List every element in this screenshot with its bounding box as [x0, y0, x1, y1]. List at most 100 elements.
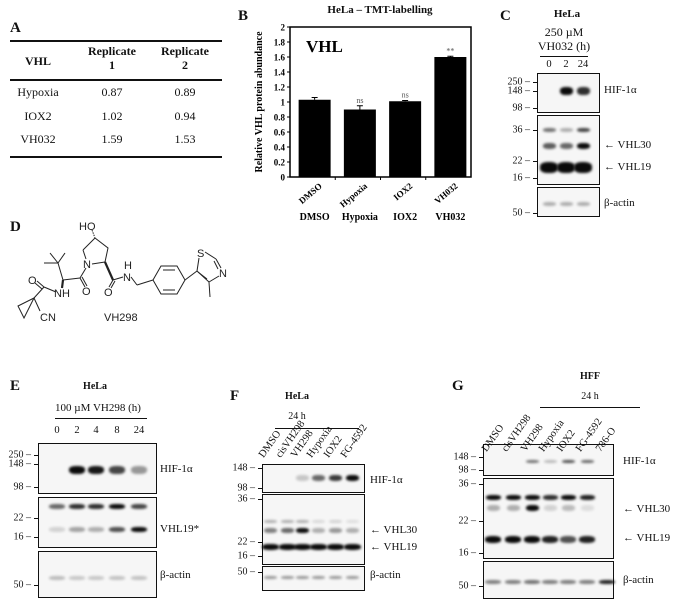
band-vhl30 — [311, 527, 325, 533]
band-actin — [88, 576, 104, 580]
panel-b-letter: B — [238, 8, 249, 24]
band-actin — [542, 580, 558, 584]
band-vhl30 — [543, 505, 557, 511]
band-actin — [599, 580, 615, 584]
band-upper — [505, 494, 521, 500]
band-actin — [542, 202, 556, 206]
band-upper — [559, 128, 573, 132]
band-vhl30 — [263, 527, 277, 533]
panel-f-time: 24 h — [288, 411, 306, 422]
target-label: ← VHL30 — [604, 139, 652, 151]
chart-title: HeLa – TMT-labelling — [327, 4, 433, 16]
target-label: β-actin — [160, 569, 191, 581]
mw-tick — [533, 161, 537, 162]
band-vhl19 — [49, 526, 65, 532]
band-actin — [524, 580, 540, 584]
x-tick-label: IOX2 — [392, 181, 415, 203]
table-row-label: VH032 — [20, 132, 56, 146]
table-header-cell: 2 — [182, 58, 188, 72]
band-vhl30 — [542, 143, 556, 149]
atom-ho: HO — [79, 221, 96, 233]
y-tick-label: 0.4 — [274, 143, 286, 153]
panel-e-treatment: 100 µM VH298 (h) — [55, 402, 141, 414]
mw-tick — [34, 464, 38, 465]
band-hif — [88, 466, 104, 474]
table-header-rule — [10, 79, 222, 81]
band-hif — [559, 87, 573, 95]
band-vhl19 — [542, 535, 558, 543]
atom-n: N — [219, 268, 227, 280]
lane-label: 0 — [546, 59, 552, 70]
panel-c-letter: C — [500, 8, 511, 24]
band-actin — [109, 576, 125, 580]
mw-marker: 98 – — [458, 464, 477, 476]
y-tick-label: 1.6 — [274, 53, 286, 63]
table-bottom-rule — [10, 156, 222, 158]
band-vhl19 — [88, 526, 104, 532]
mw-tick — [533, 82, 537, 83]
band-hif — [525, 459, 539, 463]
mw-tick — [34, 585, 38, 586]
mw-tick — [479, 586, 483, 587]
band-upper — [131, 503, 147, 509]
treatment-underline — [55, 418, 147, 419]
atom-s: S — [197, 248, 204, 260]
mw-marker: 50 – — [512, 207, 531, 219]
mw-marker: 148 – — [8, 458, 32, 470]
mw-marker: 50 – — [13, 579, 32, 591]
panel-g-time: 24 h — [581, 391, 599, 402]
mw-marker: 36 – — [512, 124, 531, 136]
band-upper — [49, 503, 65, 509]
blot-membrane — [537, 115, 600, 185]
band-hif — [345, 475, 359, 481]
mw-tick — [258, 556, 262, 557]
target-label: β-actin — [370, 569, 401, 581]
mw-marker: 50 – — [458, 580, 477, 592]
mw-marker: 16 – — [512, 172, 531, 184]
table-cell-value: 1.02 — [101, 108, 123, 123]
treatment-underline — [275, 428, 359, 429]
mw-tick — [479, 521, 483, 522]
band-actin — [263, 575, 277, 579]
band-vhl19 — [326, 544, 344, 550]
band-upper — [88, 503, 104, 509]
panel-c-cell-line: HeLa — [553, 8, 581, 20]
y-tick-label: 0.2 — [274, 158, 286, 168]
band-vhl19 — [560, 535, 576, 543]
lane-label: 4 — [93, 425, 99, 436]
band-hif — [561, 459, 575, 463]
panel-e-letter: E — [10, 378, 21, 394]
lane-label: 24 — [577, 59, 589, 70]
mw-marker: 16 – — [237, 550, 256, 562]
band-actin — [485, 580, 501, 584]
mw-marker: 36 – — [237, 493, 256, 505]
y-axis-label: Relative VHL protein abundance — [254, 31, 265, 173]
band-vhl19 — [485, 535, 501, 543]
band-actin — [505, 580, 521, 584]
mw-tick — [479, 470, 483, 471]
band-upper — [485, 494, 501, 500]
band-hif — [576, 87, 590, 95]
mw-marker: 98 – — [237, 482, 256, 494]
band-hif — [69, 466, 85, 474]
band-vhl30 — [328, 527, 342, 533]
band-vhl30 — [295, 527, 309, 533]
band-vhl30 — [486, 505, 500, 511]
lane-label: 24 — [133, 425, 145, 436]
table-cell-value: 0.94 — [174, 108, 196, 123]
band-upper — [345, 519, 359, 523]
target-label: β-actin — [604, 197, 635, 209]
band-vhl19 — [574, 161, 592, 173]
x-tick-label: DMSO — [297, 181, 324, 206]
bar-iox2 — [389, 101, 422, 177]
band-actin — [345, 575, 359, 579]
panel-a-letter: A — [10, 20, 21, 36]
mw-marker: 250 – — [507, 76, 531, 88]
panel-d-letter: D — [10, 219, 21, 235]
mw-tick — [258, 499, 262, 500]
target-label: ← VHL19 — [604, 161, 652, 173]
table-header-cell: Replicate — [88, 44, 136, 58]
mw-tick — [34, 455, 38, 456]
band-upper — [328, 519, 342, 523]
mw-tick — [479, 553, 483, 554]
